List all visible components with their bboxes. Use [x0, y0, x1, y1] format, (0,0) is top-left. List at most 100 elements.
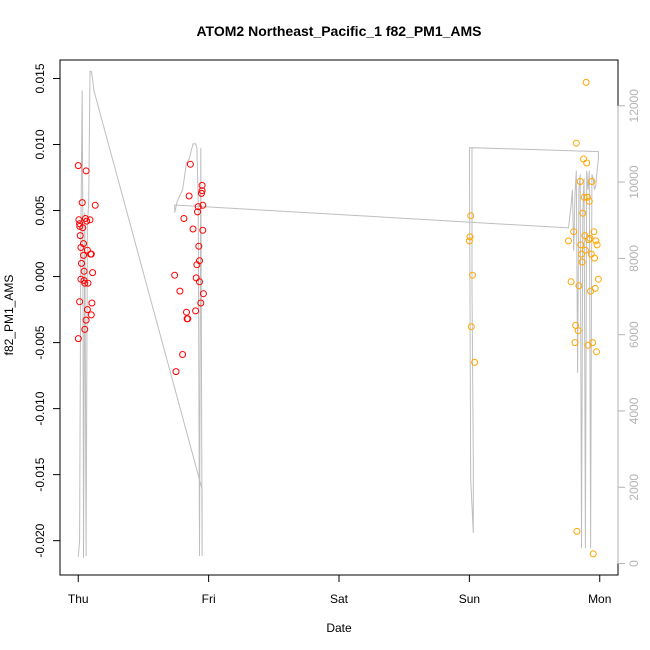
data-point: [589, 339, 597, 347]
data-point: [199, 290, 207, 298]
data-point: [192, 307, 200, 315]
data-point: [81, 279, 89, 287]
y-tick-label: 0.005: [33, 195, 47, 225]
altitude-line: [77, 70, 599, 558]
data-point: [582, 78, 590, 86]
y-axis-label: f82_PM1_AMS: [2, 275, 16, 356]
data-point: [571, 339, 579, 347]
data-point: [195, 242, 203, 250]
y-tick-label: 0.010: [33, 129, 47, 159]
data-point: [88, 299, 96, 307]
data-point: [565, 237, 572, 245]
y-tick-label: 0.015: [33, 63, 47, 93]
data-point: [185, 192, 193, 200]
data-point: [194, 208, 201, 216]
data-point: [87, 311, 95, 319]
data-point: [84, 279, 92, 287]
data-point: [198, 189, 205, 197]
data-point: [171, 271, 179, 279]
data-point: [593, 348, 600, 356]
y2-tick-label: 10000: [627, 165, 641, 199]
data-point: [467, 323, 475, 331]
data-point: [80, 267, 88, 275]
data-point: [589, 550, 597, 558]
altitude-layer: [77, 70, 599, 558]
data-point: [89, 269, 97, 277]
data-point: [583, 159, 591, 167]
y2-tick-label: 8000: [627, 245, 641, 272]
y-tick-label: -0.010: [33, 391, 47, 425]
data-point: [471, 358, 479, 366]
data-point: [580, 193, 588, 201]
data-point: [83, 306, 91, 314]
data-point: [591, 254, 598, 262]
data-point: [585, 197, 593, 205]
data-point: [172, 368, 180, 376]
y-tick-label: -0.015: [33, 457, 47, 491]
x-tick-label: Fri: [202, 592, 216, 606]
data-point: [86, 216, 94, 224]
y-axis-left: -0.020 -0.015 -0.010 -0.005 0.000 0.005 0.010 0…: [33, 63, 60, 558]
plot-frame: [59, 59, 619, 576]
data-point: [74, 162, 82, 170]
data-point: [579, 209, 587, 217]
data-point: [82, 167, 90, 175]
data-point: [578, 250, 585, 258]
data-point: [180, 215, 188, 222]
data-point: [572, 139, 580, 147]
y2-tick-label: 12000: [627, 89, 641, 123]
data-point: [199, 201, 207, 209]
data-point: [465, 237, 473, 245]
data-point: [76, 232, 84, 240]
x-axis: Thu Fri Sat Sun Mon: [68, 574, 611, 606]
data-point: [466, 233, 474, 241]
data-point: [199, 226, 207, 234]
y-tick-label: -0.020: [33, 523, 47, 557]
data-point: [575, 282, 583, 290]
data-point: [76, 298, 84, 306]
data-point: [578, 258, 586, 266]
data-point: [82, 316, 90, 324]
data-point: [591, 284, 599, 292]
x-axis-label: Date: [326, 621, 352, 635]
data-point: [80, 240, 87, 248]
y2-tick-label: 0: [627, 560, 641, 567]
data-point: [580, 155, 587, 163]
x-tick-label: Mon: [588, 592, 611, 606]
data-point: [585, 236, 593, 244]
points-layer: [74, 78, 602, 558]
data-point: [581, 246, 589, 254]
x-tick-label: Sat: [330, 592, 349, 606]
data-point: [176, 287, 184, 295]
data-point: [592, 237, 600, 245]
data-point: [80, 251, 87, 259]
data-point: [593, 241, 601, 249]
data-point: [77, 275, 85, 283]
data-point: [74, 335, 82, 343]
data-point: [194, 203, 202, 211]
data-point: [196, 278, 203, 286]
data-point: [75, 216, 83, 224]
x-tick-label: Thu: [68, 592, 89, 606]
data-point: [573, 527, 581, 535]
y2-tick-label: 4000: [627, 397, 641, 424]
chart-title: ATOM2 Northeast_Pacific_1 f82_PM1_AMS: [196, 23, 481, 39]
data-point: [577, 241, 585, 249]
data-point: [583, 193, 591, 201]
data-point: [570, 228, 578, 236]
data-point: [78, 259, 85, 267]
data-point: [186, 160, 194, 168]
data-point: [588, 178, 596, 185]
data-point: [197, 299, 205, 307]
data-point: [183, 308, 190, 316]
data-point: [469, 271, 477, 279]
data-point: [196, 257, 203, 265]
y-axis-right: 0 2000 4000 6000 8000 10000 12000: [617, 89, 641, 567]
data-point: [91, 201, 99, 209]
data-point: [87, 250, 95, 258]
data-point: [590, 228, 598, 236]
data-point: [594, 275, 602, 283]
data-point: [574, 327, 582, 335]
y2-tick-label: 2000: [627, 474, 641, 501]
